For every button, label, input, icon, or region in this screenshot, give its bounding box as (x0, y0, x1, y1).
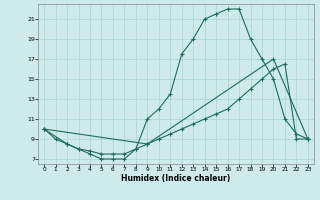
X-axis label: Humidex (Indice chaleur): Humidex (Indice chaleur) (121, 174, 231, 183)
